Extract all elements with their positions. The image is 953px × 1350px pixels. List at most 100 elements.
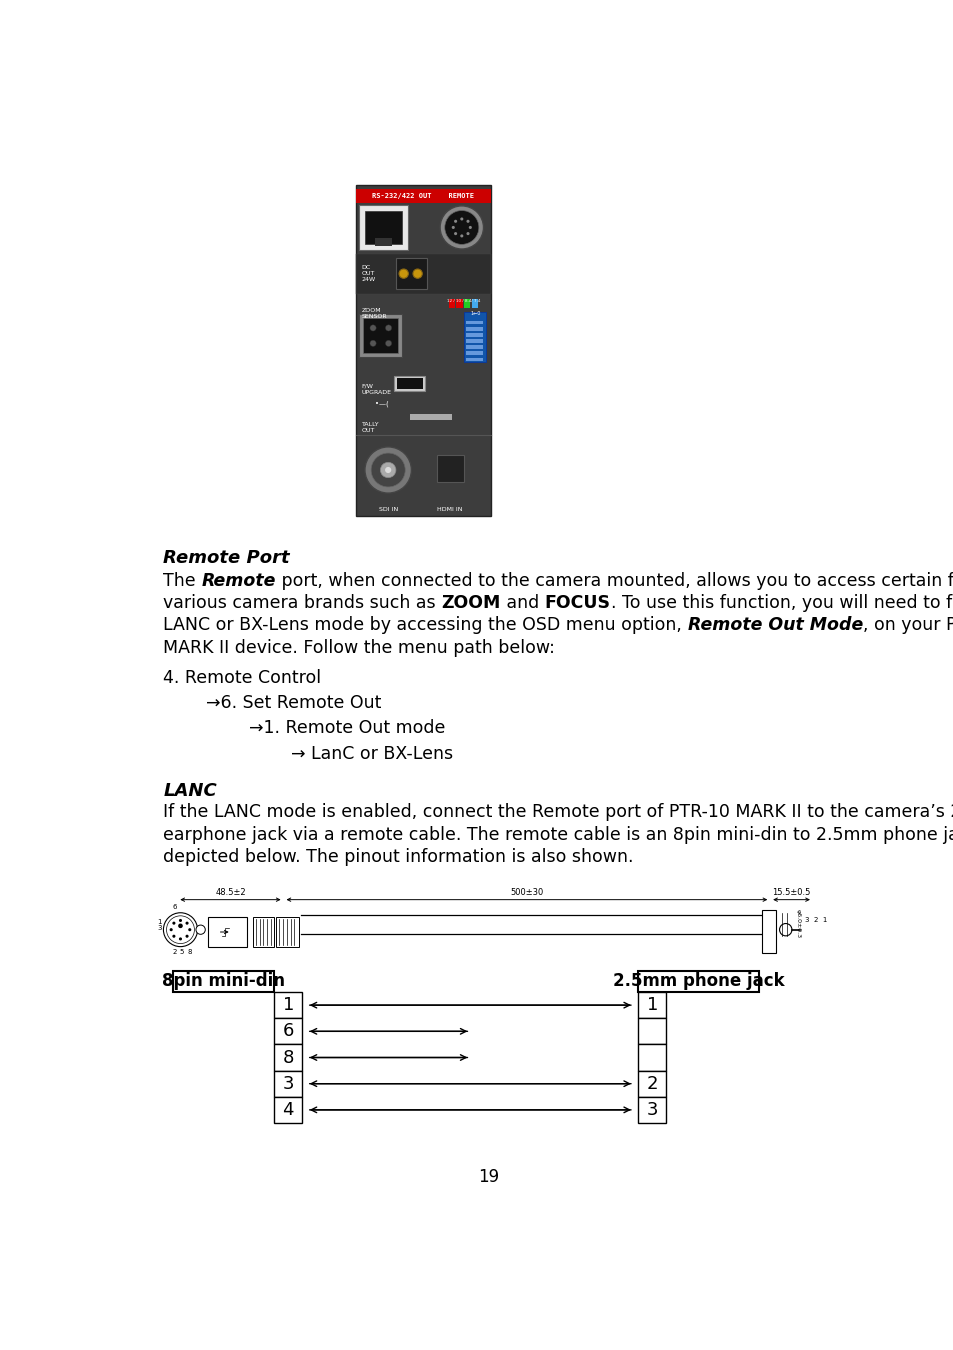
Text: earphone jack via a remote cable. The remote cable is an 8pin mini-din to 2.5mm : earphone jack via a remote cable. The re… [163,826,953,844]
Bar [466,351,483,355]
Text: port, when connected to the camera mounted, allows you to access certain functio: port, when connected to the camera mount… [275,571,953,590]
Bar [275,917,298,948]
Text: •—(: •—( [375,401,388,408]
Bar [363,319,397,352]
Text: ZOOM
SENSOR: ZOOM SENSOR [361,308,387,319]
Bar [436,455,464,482]
Text: 19: 19 [477,1168,499,1185]
Bar [274,1096,302,1123]
Text: FOCUS: FOCUS [544,594,610,612]
Circle shape [385,325,392,331]
Text: Remote: Remote [201,571,275,590]
Text: →6. Set Remote Out: →6. Set Remote Out [206,694,381,711]
Bar [410,414,452,420]
Text: RS-232/422 OUT    REMOTE: RS-232/422 OUT REMOTE [372,193,474,198]
Text: 3: 3 [646,1100,658,1119]
Bar [638,1018,666,1045]
Bar [638,1071,666,1096]
Text: The: The [163,571,201,590]
Text: → LanC or BX-Lens: → LanC or BX-Lens [291,745,453,763]
Text: 4. Remote Control: 4. Remote Control [163,668,321,687]
Bar [466,327,483,331]
Bar [466,320,483,324]
Circle shape [371,454,405,487]
Bar [355,254,491,294]
Bar [464,312,485,362]
Circle shape [779,923,791,936]
Text: DC
OUT
24W: DC OUT 24W [361,265,375,282]
Text: If the LANC mode is enabled, connect the Remote port of PTR-10 MARK II to the ca: If the LANC mode is enabled, connect the… [163,803,953,821]
Text: various camera brands such as: various camera brands such as [163,594,441,612]
Text: 1←0: 1←0 [470,310,480,316]
Text: LANC: LANC [163,782,217,799]
Circle shape [452,225,455,230]
Circle shape [459,235,463,238]
Bar [394,377,425,392]
Bar [355,185,491,516]
Circle shape [185,922,189,925]
Bar [466,346,483,350]
Text: SDI IN: SDI IN [378,508,397,512]
Circle shape [167,915,194,944]
Bar [472,300,477,308]
Text: 8: 8 [282,1049,294,1066]
Bar [396,378,422,389]
Text: 500±30: 500±30 [510,887,543,896]
Text: 1: 1 [646,996,658,1014]
Circle shape [185,934,189,938]
Circle shape [179,919,182,922]
Bar [274,1045,302,1071]
Circle shape [172,934,175,938]
Circle shape [468,225,472,230]
Circle shape [380,462,395,478]
Text: 12 / 10 / 8.4/ 7.4: 12 / 10 / 8.4/ 7.4 [447,300,480,302]
Bar [466,358,483,362]
Text: 3  2  1: 3 2 1 [804,918,826,923]
Circle shape [385,467,391,472]
Text: 48.5±2: 48.5±2 [215,887,246,896]
Bar [456,300,462,308]
Circle shape [398,269,408,278]
Circle shape [179,937,182,941]
Text: 6: 6 [282,1022,294,1041]
Text: 8pin mini-din: 8pin mini-din [162,972,285,991]
Bar [464,300,470,308]
Text: 2: 2 [646,1075,658,1092]
Text: , on your PTR-10: , on your PTR-10 [862,617,953,634]
Text: 5: 5 [180,949,184,954]
Text: 3: 3 [282,1075,294,1092]
Circle shape [370,325,375,331]
Bar [274,1018,302,1045]
Circle shape [370,340,375,347]
Text: 1: 1 [282,996,294,1014]
Text: TALLY
OUT: TALLY OUT [361,423,379,433]
Text: 15.5±0.5: 15.5±0.5 [772,887,810,896]
Bar [761,910,776,953]
Bar [274,992,302,1018]
Text: depicted below. The pinout information is also shown.: depicted below. The pinout information i… [163,848,633,867]
Bar [638,1045,666,1071]
Circle shape [454,232,456,235]
Circle shape [163,913,197,946]
Bar [466,333,483,336]
Text: 2.5mm phone jack: 2.5mm phone jack [612,972,783,991]
Bar [638,992,666,1018]
Bar [448,300,455,308]
Bar [359,205,407,250]
Circle shape [444,211,478,244]
Bar [638,971,758,992]
Text: F/W
UPGRADE: F/W UPGRADE [361,383,392,396]
Bar [359,315,402,356]
Bar [173,971,274,992]
Bar [274,1071,302,1096]
Text: 8: 8 [188,949,192,954]
Text: ZOOM: ZOOM [441,594,500,612]
Circle shape [188,929,192,932]
Text: 3: 3 [157,925,162,932]
Text: φ6.0±0.3: φ6.0±0.3 [795,909,800,938]
Circle shape [365,447,411,493]
Circle shape [195,925,205,934]
Text: 4: 4 [282,1100,294,1119]
Text: Remote Port: Remote Port [163,548,290,567]
Text: 1: 1 [157,919,162,925]
